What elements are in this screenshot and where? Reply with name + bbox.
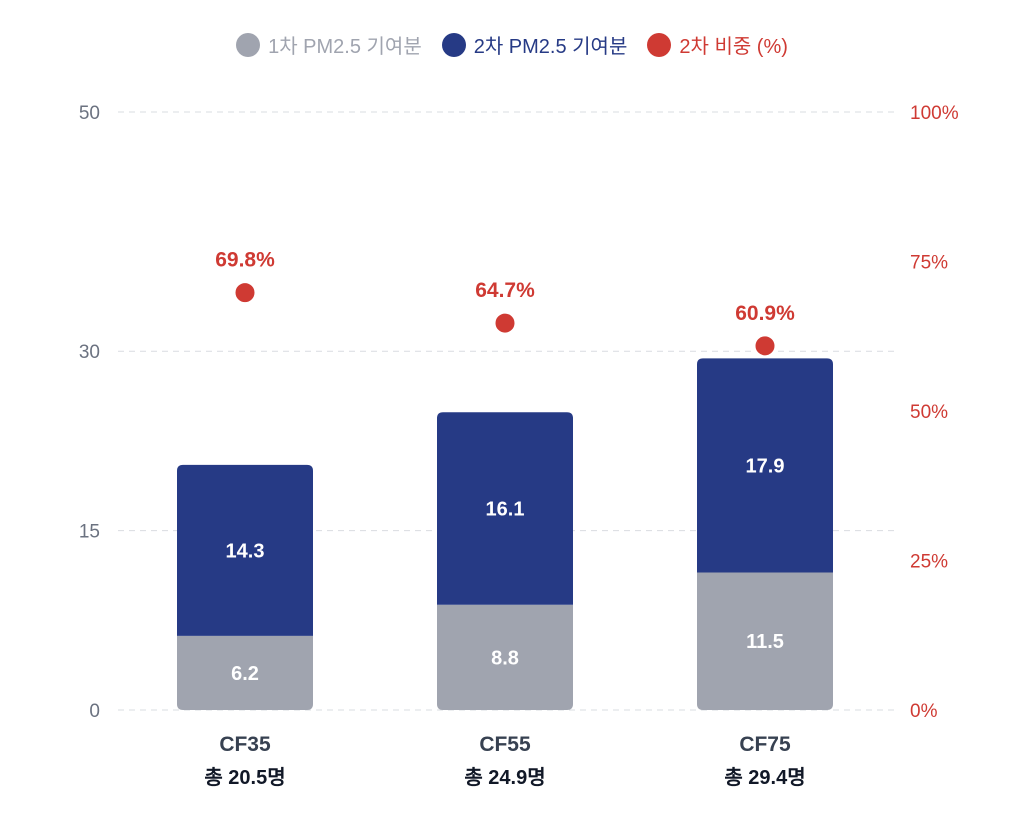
x-total-label: 총 24.9명	[464, 766, 545, 789]
ratio-point	[753, 334, 777, 358]
legend-item-ratio[interactable]: 2차 비중 (%)	[647, 30, 788, 59]
bar-label-primary: 8.8	[491, 647, 519, 669]
x-total-label: 총 20.5명	[204, 766, 285, 789]
bar-segment-primary	[437, 604, 573, 710]
y-right-tick-label: 75%	[910, 253, 948, 274]
ratio-point-label: 69.8%	[215, 249, 275, 272]
legend-swatch-ratio	[647, 32, 672, 57]
x-total-label: 총 29.4명	[724, 766, 805, 789]
legend-swatch-secondary	[441, 32, 466, 57]
bar-segment-primary	[177, 635, 313, 710]
bar-label-secondary: 14.3	[226, 540, 265, 562]
y-right-tick-label: 25%	[910, 552, 948, 573]
x-tick-label: CF35	[219, 733, 271, 756]
y-left-tick-label: 30	[79, 342, 100, 363]
bar-label-primary: 6.2	[231, 663, 259, 685]
y-right-tick-label: 0%	[910, 701, 938, 722]
legend-label-secondary: 2차 PM2.5 기여분	[473, 36, 628, 58]
legend-label-primary: 1차 PM2.5 기여분	[268, 36, 422, 58]
ratio-point	[493, 311, 517, 335]
legend-item-secondary[interactable]: 2차 PM2.5 기여분	[441, 30, 628, 59]
bar-segment-secondary	[177, 464, 313, 636]
bar-segment-primary	[697, 572, 833, 710]
y-left-tick-label: 15	[79, 522, 100, 543]
ratio-point	[233, 281, 257, 305]
ratio-point-label: 64.7%	[475, 279, 535, 302]
y-left-tick-label: 0	[89, 701, 100, 722]
bar-segment-secondary	[437, 412, 573, 605]
x-tick-label: CF55	[479, 733, 531, 756]
legend-label-ratio: 2차 비중 (%)	[679, 36, 788, 58]
y-right-tick-label: 50%	[910, 402, 948, 423]
bar-label-secondary: 16.1	[486, 498, 525, 520]
ratio-point-label: 60.9%	[735, 302, 795, 325]
x-tick-label: CF75	[739, 733, 791, 756]
legend-swatch-primary	[236, 32, 261, 57]
legend: 1차 PM2.5 기여분 2차 PM2.5 기여분 2차 비중 (%)	[0, 30, 1024, 59]
legend-item-primary[interactable]: 1차 PM2.5 기여분	[236, 30, 422, 59]
bar-label-secondary: 17.9	[746, 455, 785, 477]
y-left-tick-label: 50	[79, 103, 100, 124]
y-right-tick-label: 100%	[910, 103, 959, 124]
bar-segment-secondary	[697, 358, 833, 573]
bar-label-primary: 11.5	[746, 631, 784, 653]
